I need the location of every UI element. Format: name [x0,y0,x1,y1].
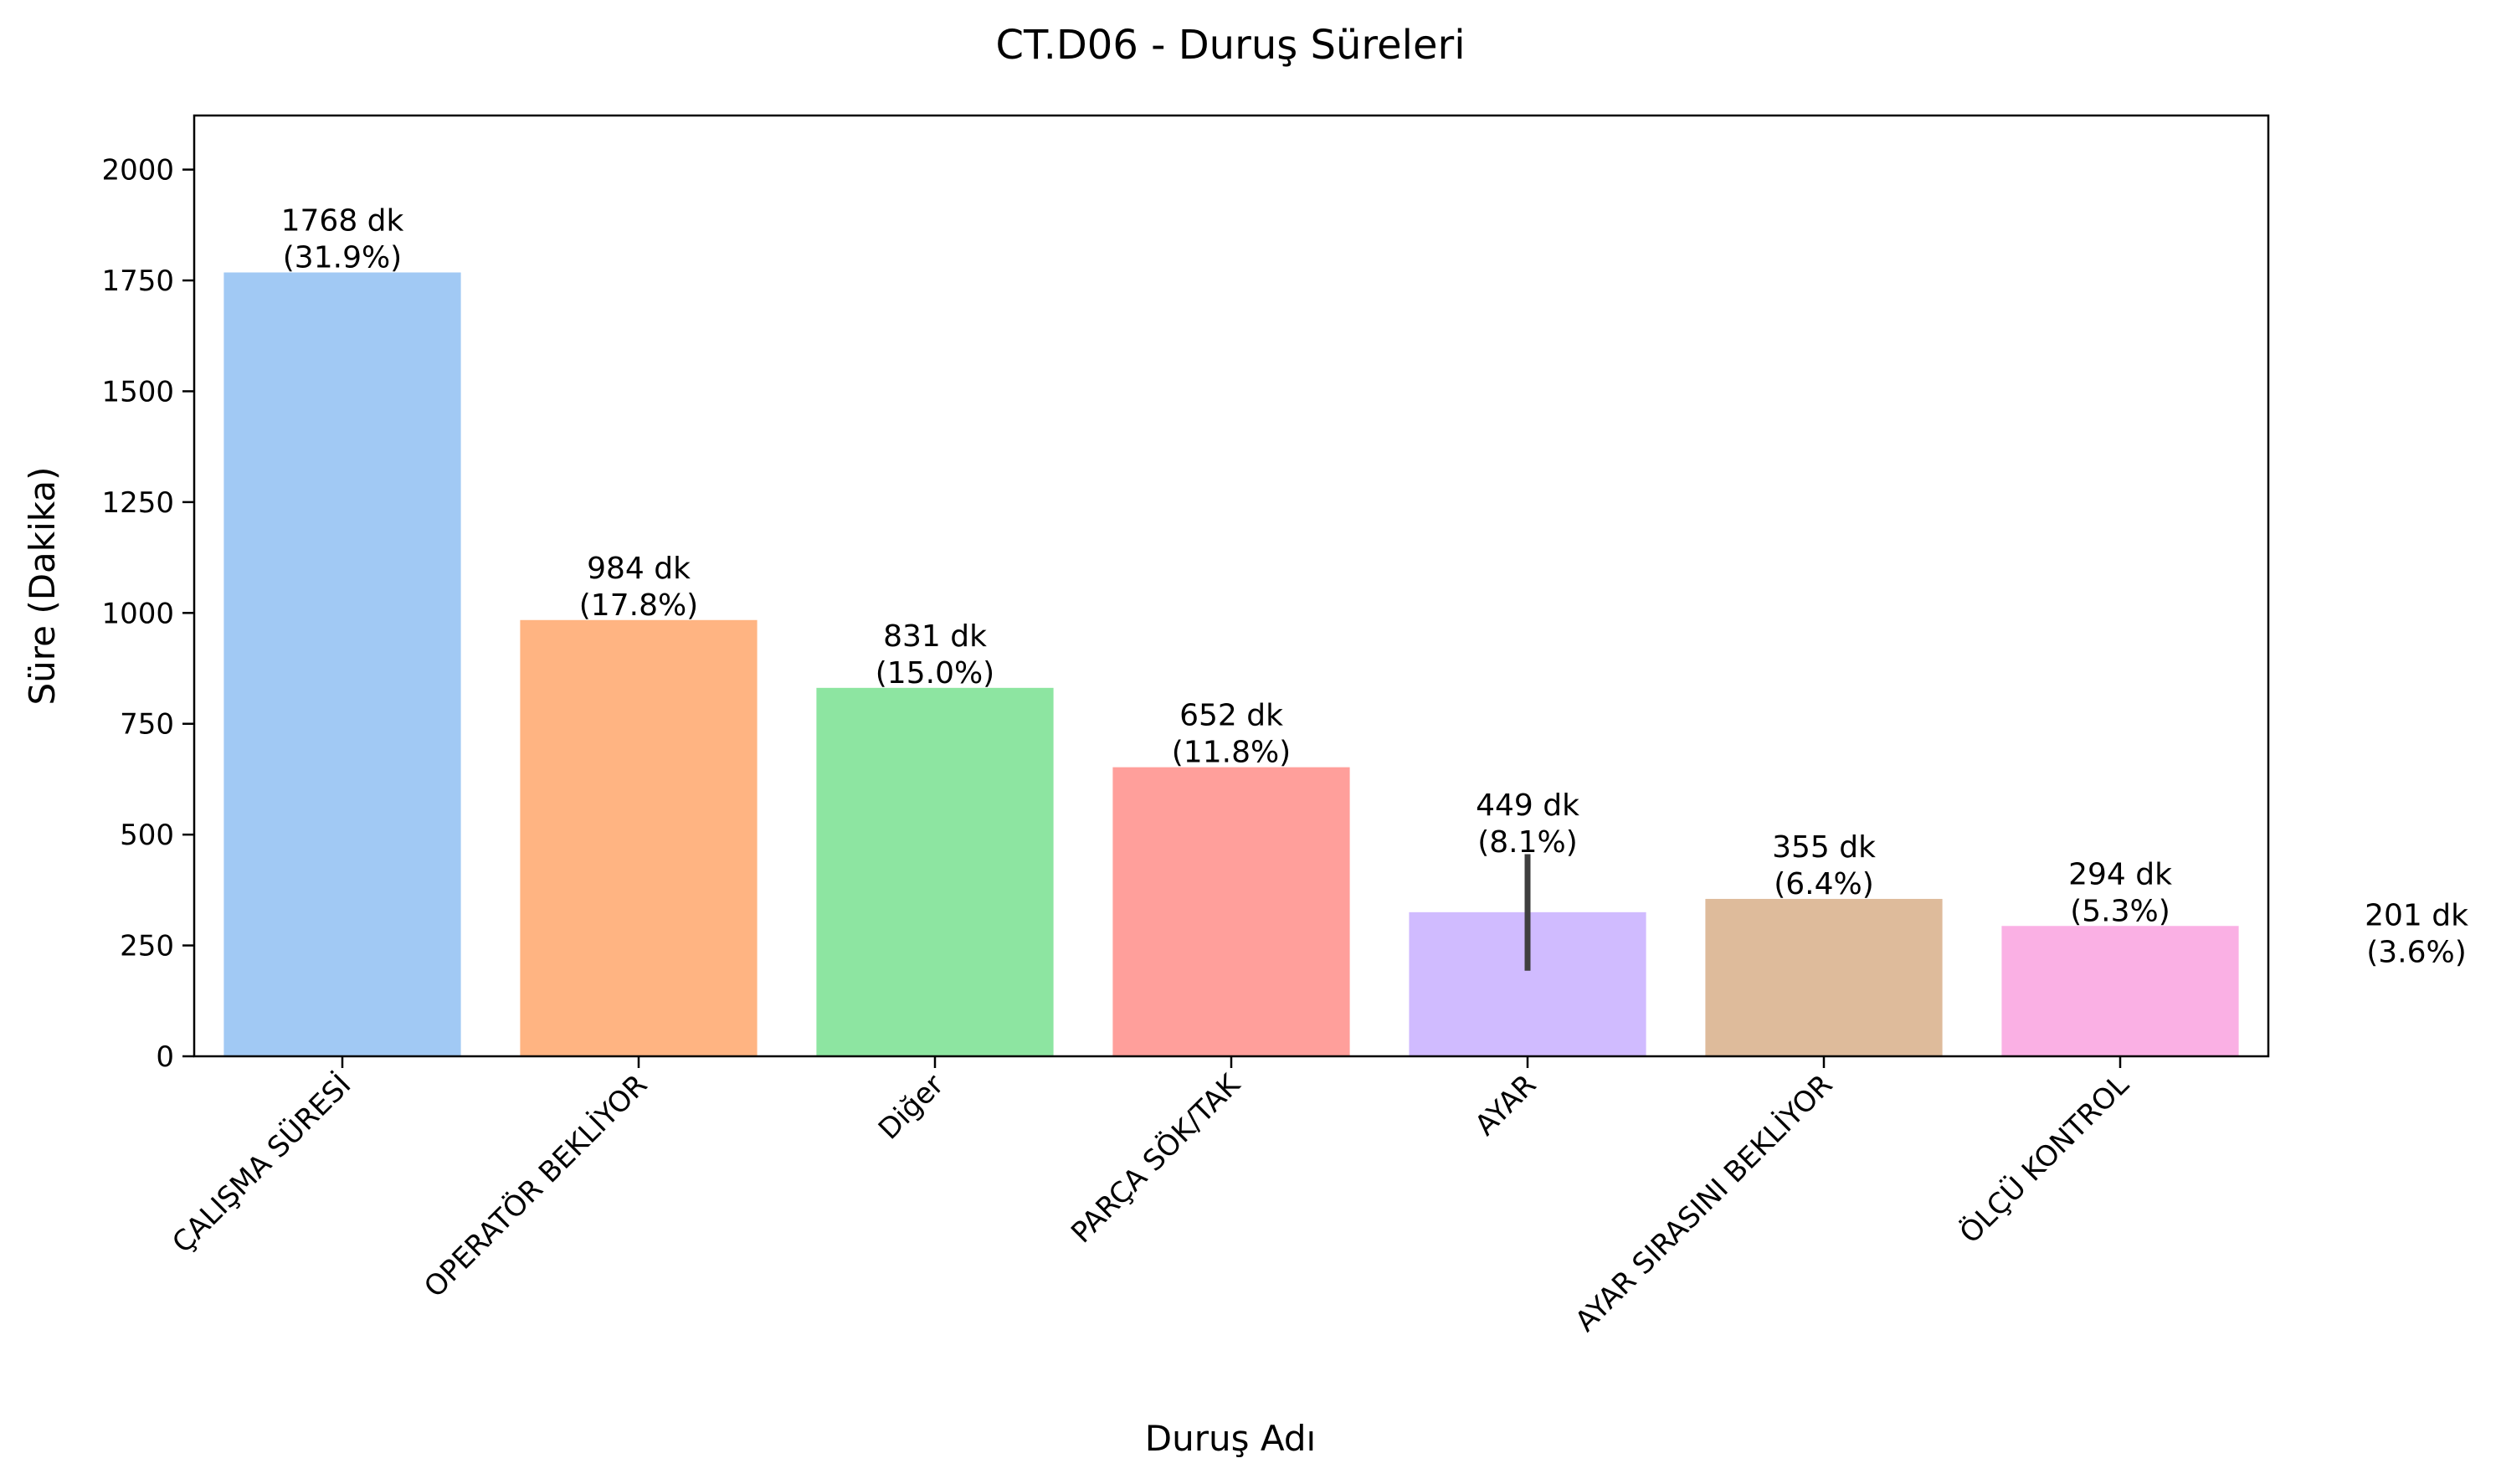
y-tick-label: 750 [120,708,174,742]
data-label-value: 355 dk [1772,830,1876,865]
data-labels: 1768 dk(31.9%) 984 dk(17.8%) 831 dk(15.0%)… [281,204,2468,970]
x-tick-label: OPERATÖR BEKLİYOR [418,1067,655,1304]
data-label-value: 831 dk [883,619,987,654]
bar [223,272,461,1056]
data-label-percent: (15.0%) [876,656,994,691]
bar [816,687,1054,1056]
x-tick-label: ÇALIŞMA SÜRESİ [165,1067,357,1260]
y-tick-label: 1250 [101,486,174,520]
bar [1705,898,1943,1056]
y-tick-label: 1500 [101,375,174,408]
data-label-value: 294 dk [2068,857,2172,891]
data-label-value: 201 dk [2365,899,2468,933]
x-axis: ÇALIŞMA SÜRESİ OPERATÖR BEKLİYOR Diğer PARÇ… [165,1056,2135,1338]
x-tick-label: Diğer [872,1068,950,1146]
data-label-percent: (8.1%) [1477,825,1578,860]
x-tick-label: PARÇA SÖK/TAK [1064,1066,1247,1250]
data-label-percent: (5.3%) [2070,894,2170,928]
data-label-value: 449 dk [1476,788,1579,823]
x-tick-label: AYAR [1469,1068,1543,1143]
y-axis: 0 250 500 750 1000 1250 1500 1750 2000 [101,154,194,1074]
y-axis-title: Süre (Dakika) [22,467,63,706]
bar [2001,926,2239,1056]
data-label-percent: (3.6%) [2366,936,2467,970]
bars-layer [223,272,2239,1056]
data-label-value: 652 dk [1179,699,1283,733]
bar [1112,767,1350,1056]
y-tick-label: 500 [120,819,174,852]
data-label-value: 1768 dk [281,204,404,239]
bar [520,619,758,1056]
y-tick-label: 1000 [101,597,174,630]
data-label-percent: (11.8%) [1172,736,1291,770]
y-tick-label: 2000 [101,154,174,187]
data-label-percent: (17.8%) [579,588,698,623]
y-tick-label: 0 [156,1040,174,1074]
x-tick-label: AYAR SIRASINI BEKLİYOR [1569,1068,1839,1338]
data-label-percent: (6.4%) [1774,867,1874,901]
data-label-value: 984 dk [587,552,691,586]
y-tick-label: 250 [120,930,174,963]
x-axis-title: Duruş Adı [1145,1418,1316,1459]
chart-title: CT.D06 - Duruş Süreleri [995,22,1465,69]
data-label-percent: (31.9%) [283,241,402,275]
y-tick-label: 1750 [101,264,174,298]
x-tick-label: ÖLÇÜ KONTROL [1953,1067,2135,1250]
